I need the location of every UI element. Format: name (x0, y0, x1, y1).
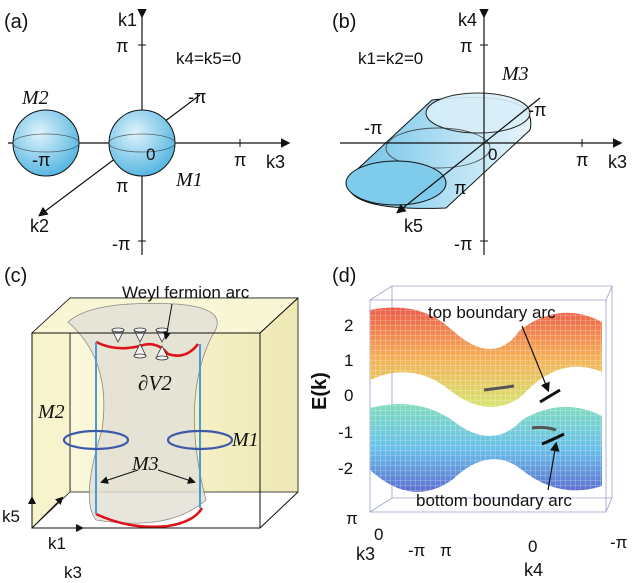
y-axis-label: E(k) (309, 372, 331, 410)
cylinder-m3 (345, 92, 532, 209)
ytick-1: 1 (344, 351, 353, 370)
ring-m1 (166, 429, 234, 451)
bottom-arc-label: bottom boundary arc (416, 491, 572, 510)
panel-a: (a) k1 π -π π -π 0 k3 -π π k2 k4=k5=0 M2… (4, 8, 291, 255)
bottom-arc-mark-1 (531, 425, 557, 432)
m2-label-c: M2 (37, 401, 65, 423)
ytick-2: 2 (344, 316, 353, 335)
top-arc-mark-2 (539, 388, 561, 404)
k3-tick-0: 0 (374, 525, 383, 544)
k4-axis-label: k4 (458, 10, 477, 30)
origin-label: 0 (146, 145, 155, 164)
k4-axis-label-d: k4 (524, 560, 543, 580)
k1-axis-label: k1 (118, 10, 137, 30)
panel-d-label: (d) (332, 265, 356, 287)
origin-label-b: 0 (488, 145, 497, 164)
weyl-arc-label: Weyl fermion arc (122, 283, 250, 302)
k3-tick-pi: π (346, 509, 358, 528)
v2-label: ∂V2 (138, 371, 172, 395)
k3-tick-negpi: -π (408, 541, 425, 560)
k5-axis (396, 97, 541, 214)
tick-pi-k3: π (234, 150, 246, 170)
m3-label-b: M3 (501, 63, 529, 85)
tick-negpi-k3b: -π (364, 118, 382, 138)
k5-label-c: k5 (2, 507, 20, 526)
k3-axis-label: k3 (266, 152, 285, 172)
bottom-arc-mark-2 (541, 432, 565, 446)
k3-axis-label-b: k3 (608, 152, 627, 172)
tick-negpi-k2: -π (188, 87, 206, 107)
k1-label-c: k1 (48, 534, 66, 553)
panel-d: (d) 2 1 0 -1 -2 E(k) top boundary arc (309, 265, 627, 580)
k4-tick-pi: π (440, 541, 452, 560)
panel-b-label: (b) (332, 11, 356, 33)
wormhole-surface (67, 303, 218, 524)
tick-pi-k4: π (460, 36, 472, 56)
tick-pi-k2: π (116, 176, 128, 196)
tick-negpi-k3: -π (32, 150, 50, 170)
panel-a-label: (a) (4, 11, 28, 33)
k4-tick-0: 0 (528, 537, 537, 556)
top-arc-label: top boundary arc (428, 303, 556, 322)
m2-label: M2 (21, 87, 49, 109)
m1-label-c: M1 (231, 429, 259, 451)
condition-b: k1=k2=0 (358, 49, 423, 68)
k5-axis-label: k5 (404, 216, 423, 236)
panel-c-label: (c) (4, 265, 27, 287)
k2-axis-label: k2 (30, 216, 49, 236)
tick-pi-k5: π (454, 178, 466, 198)
m1-label: M1 (175, 169, 203, 191)
ring-m2 (62, 429, 130, 451)
tick-pi-k3b: π (576, 150, 588, 170)
sphere-m2 (12, 109, 80, 177)
plot-box (369, 285, 613, 513)
tick-negpi-k5: -π (528, 100, 546, 120)
k3-label-c: k3 (64, 563, 82, 582)
tick-negpi-k1: -π (112, 234, 130, 254)
top-arc-mark-1 (483, 384, 515, 392)
panel-b: (b) k4 π -π π -π 0 k3 -π π k5 k1=k2=0 M3 (332, 8, 627, 255)
k4-tick-negpi: -π (610, 533, 627, 552)
top-weyl-arc (95, 340, 200, 357)
sphere-m1 (108, 109, 176, 177)
ytick-neg1: -1 (338, 423, 353, 442)
tick-negpi-k4: -π (454, 234, 472, 254)
tick-pi-k1: π (116, 36, 128, 56)
bottom-weyl-arc (95, 507, 204, 529)
k3-axis-label-d: k3 (356, 544, 375, 564)
condition-a: k4=k5=0 (176, 49, 241, 68)
panel-c: (c) (2, 265, 300, 582)
ytick-neg2: -2 (338, 459, 353, 478)
m3-label-c: M3 (131, 453, 159, 475)
ytick-0: 0 (344, 386, 353, 405)
